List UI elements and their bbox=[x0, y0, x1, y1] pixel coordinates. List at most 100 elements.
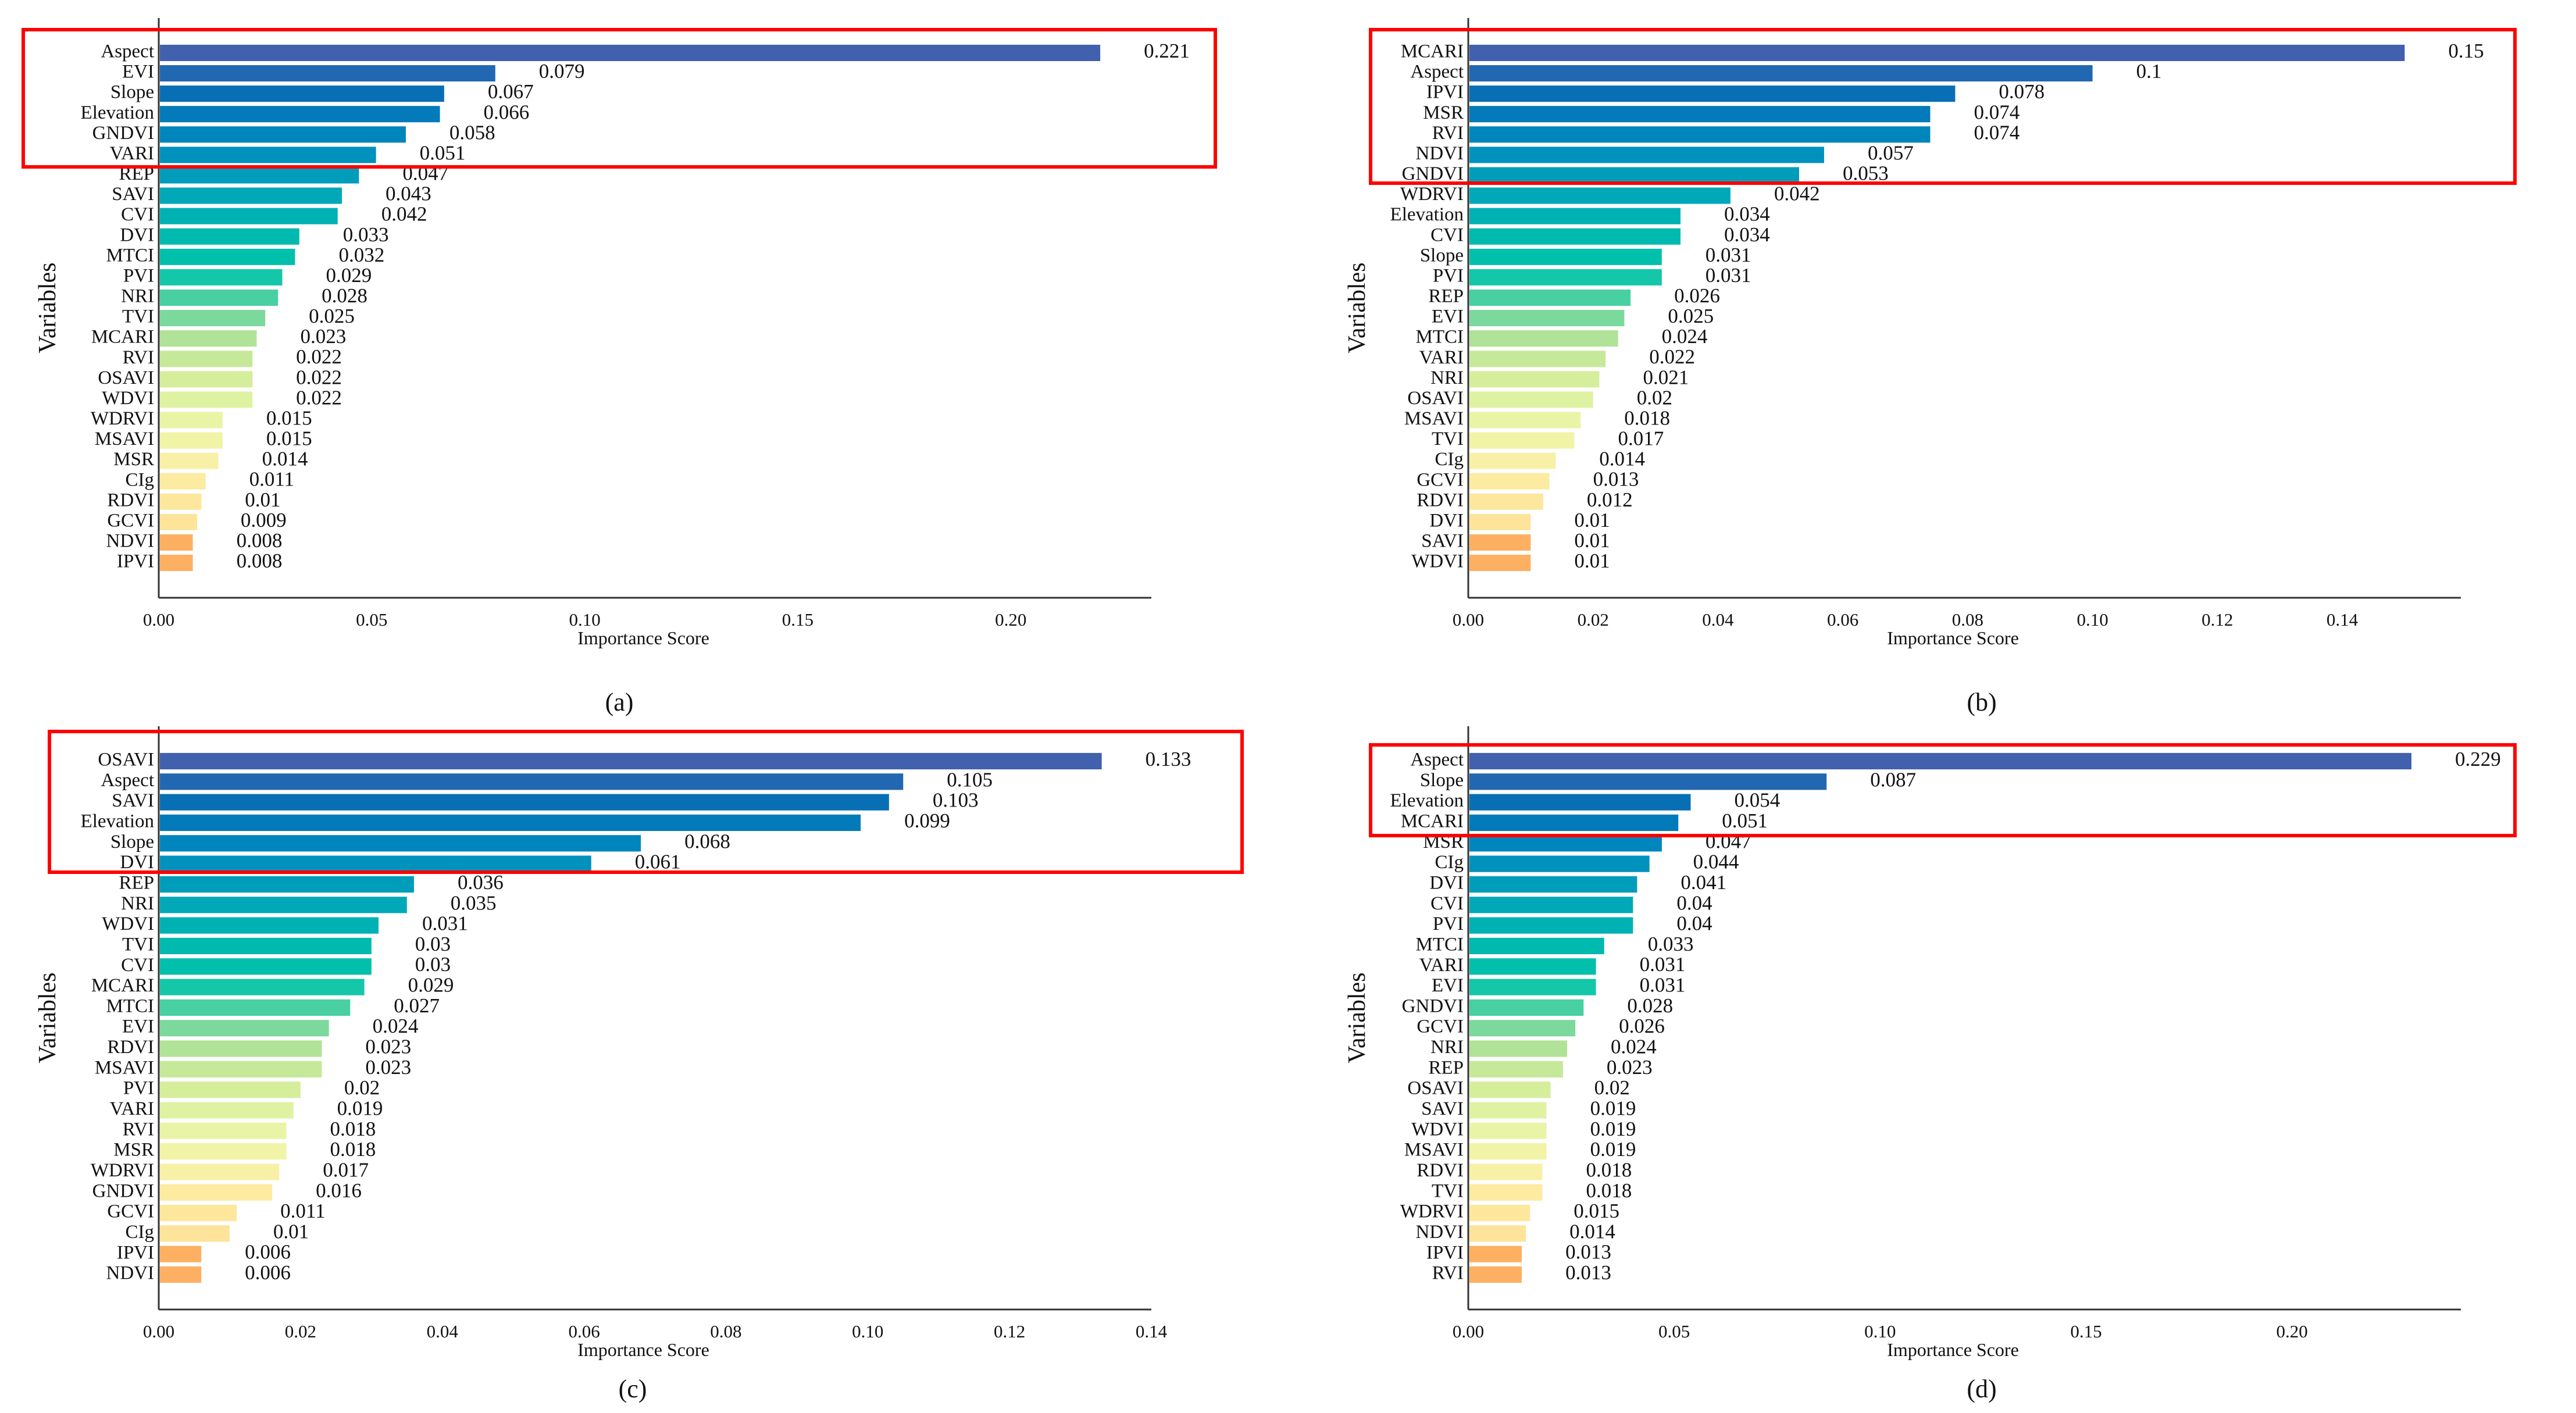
x-tick-label: 0.10 bbox=[2077, 609, 2108, 630]
value-label: 0.02 bbox=[1637, 386, 1672, 409]
value-label: 0.042 bbox=[381, 203, 427, 226]
category-label: GCVI bbox=[107, 510, 154, 531]
value-label: 0.028 bbox=[1627, 994, 1673, 1017]
category-label: CVI bbox=[121, 955, 154, 976]
category-label: Aspect bbox=[1410, 62, 1464, 83]
value-label: 0.008 bbox=[237, 529, 283, 552]
bar-savi bbox=[1469, 534, 1531, 551]
bar-dvi bbox=[160, 228, 299, 245]
value-label: 0.15 bbox=[2448, 40, 2484, 62]
value-label: 0.009 bbox=[241, 509, 287, 531]
category-label: MSAVI bbox=[1404, 1140, 1464, 1161]
value-label: 0.044 bbox=[1693, 851, 1739, 873]
bar-msr bbox=[160, 1143, 287, 1160]
x-tick-label: 0.12 bbox=[2202, 609, 2233, 630]
value-label: 0.074 bbox=[1974, 121, 2020, 144]
category-label: PVI bbox=[123, 1078, 154, 1099]
x-tick-label: 0.15 bbox=[782, 609, 814, 630]
category-label: Slope bbox=[110, 82, 154, 103]
bar-mcari bbox=[160, 979, 365, 995]
value-label: 0.023 bbox=[365, 1036, 411, 1058]
bar-mcari bbox=[1469, 814, 1679, 832]
category-label: Slope bbox=[110, 832, 154, 852]
category-label: NDVI bbox=[1416, 1222, 1464, 1243]
category-label: MTCI bbox=[1416, 934, 1464, 955]
value-label: 0.017 bbox=[323, 1158, 369, 1181]
bar-pvi bbox=[1469, 917, 1633, 934]
category-label: RVI bbox=[123, 1119, 154, 1140]
bar-rvi bbox=[1469, 1266, 1522, 1283]
bar-cig bbox=[160, 473, 206, 490]
category-label: EVI bbox=[122, 62, 154, 83]
bar-wdvi bbox=[1469, 554, 1531, 572]
bar-slope bbox=[160, 835, 641, 852]
value-label: 0.031 bbox=[1640, 974, 1686, 997]
category-label: RDVI bbox=[1417, 1160, 1464, 1181]
value-label: 0.018 bbox=[1624, 406, 1670, 429]
category-label: OSAVI bbox=[98, 750, 154, 770]
bar-ndvi bbox=[160, 534, 193, 551]
bar-wdrvi bbox=[1469, 1204, 1530, 1222]
value-label: 0.041 bbox=[1681, 871, 1726, 894]
bar-gndvi bbox=[160, 126, 406, 143]
category-label: Aspect bbox=[101, 770, 154, 791]
bar-msr bbox=[1469, 106, 1931, 123]
value-label: 0.008 bbox=[237, 550, 283, 572]
category-label: NDVI bbox=[106, 530, 154, 551]
bar-rvi bbox=[160, 1122, 287, 1139]
category-label: Slope bbox=[1420, 245, 1464, 266]
value-label: 0.01 bbox=[245, 488, 280, 511]
category-label: WDVI bbox=[102, 388, 154, 409]
category-label: DVI bbox=[120, 224, 154, 245]
bar-vari bbox=[160, 1102, 294, 1119]
category-label: VARI bbox=[110, 143, 154, 164]
panel-caption: (c) bbox=[619, 1375, 647, 1403]
bar-gndvi bbox=[160, 1184, 273, 1201]
category-label: TVI bbox=[1432, 1180, 1464, 1201]
category-label: OSAVI bbox=[98, 367, 154, 388]
category-label: MSR bbox=[1423, 102, 1464, 123]
bar-gndvi bbox=[1469, 167, 1799, 184]
value-label: 0.014 bbox=[1569, 1220, 1615, 1243]
panel-caption: (d) bbox=[1967, 1375, 1996, 1403]
x-tick-label: 0.06 bbox=[568, 1321, 600, 1341]
category-label: RDVI bbox=[107, 1037, 154, 1058]
category-label: GCVI bbox=[1417, 469, 1464, 490]
bar-gcvi bbox=[160, 1204, 237, 1222]
value-label: 0.022 bbox=[296, 366, 342, 388]
category-label: SAVI bbox=[112, 790, 154, 811]
category-label: GCVI bbox=[1417, 1016, 1464, 1037]
x-tick-label: 0.12 bbox=[994, 1321, 1025, 1341]
value-label: 0.099 bbox=[904, 809, 950, 832]
value-label: 0.034 bbox=[1724, 203, 1770, 226]
value-label: 0.016 bbox=[316, 1179, 362, 1202]
bar-cvi bbox=[160, 208, 338, 224]
value-label: 0.013 bbox=[1565, 1261, 1611, 1284]
bar-msr bbox=[1469, 835, 1662, 852]
bar-osavi bbox=[160, 752, 1102, 770]
bar-tvi bbox=[1469, 432, 1575, 449]
bar-wdrvi bbox=[160, 412, 223, 429]
category-label: CVI bbox=[1430, 893, 1464, 914]
bar-rdvi bbox=[160, 493, 202, 510]
category-label: Elevation bbox=[81, 811, 154, 832]
bar-nri bbox=[160, 289, 279, 306]
category-label: WDVI bbox=[1411, 1119, 1464, 1140]
value-label: 0.033 bbox=[1648, 933, 1694, 955]
category-label: GNDVI bbox=[92, 123, 154, 144]
y-axis-title: Variables bbox=[1344, 972, 1371, 1063]
bar-rdvi bbox=[1469, 493, 1543, 510]
bar-nri bbox=[1469, 371, 1600, 388]
category-label: RVI bbox=[123, 347, 154, 368]
value-label: 0.103 bbox=[933, 789, 979, 812]
category-label: NRI bbox=[121, 893, 154, 914]
bar-cvi bbox=[1469, 897, 1633, 914]
bar-rdvi bbox=[160, 1040, 322, 1057]
bar-vari bbox=[160, 147, 376, 163]
bar-ndvi bbox=[1469, 1225, 1526, 1242]
category-label: PVI bbox=[1433, 265, 1464, 286]
category-label: OSAVI bbox=[1407, 1078, 1464, 1099]
value-label: 0.031 bbox=[1640, 953, 1686, 976]
category-label: IPVI bbox=[117, 1242, 154, 1263]
